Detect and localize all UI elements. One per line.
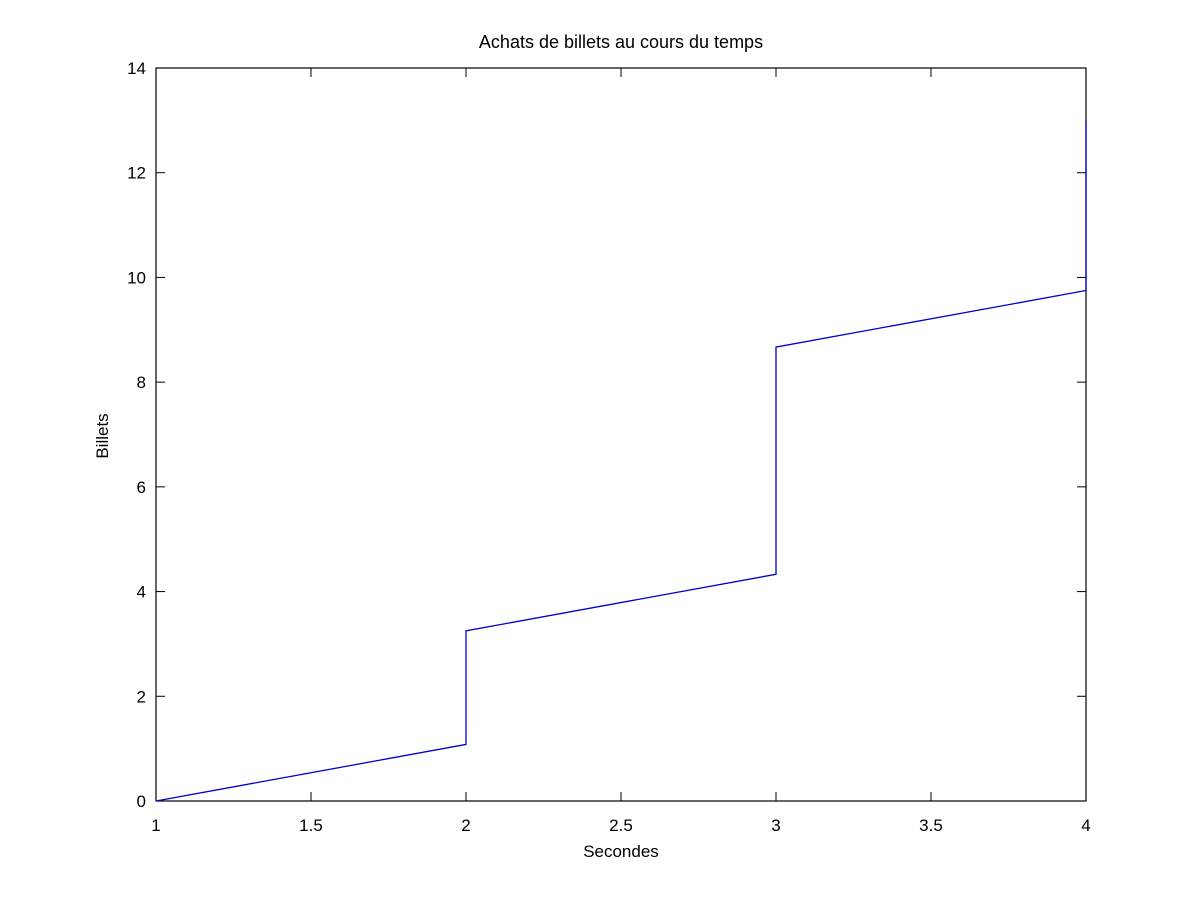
x-tick-label: 1.5	[299, 816, 323, 835]
y-tick-label: 2	[137, 687, 146, 706]
x-axis-ticks: 1 1.5 2 2.5 3 3.5 4	[151, 68, 1091, 835]
y-tick-label: 4	[137, 583, 146, 602]
x-tick-label: 2	[461, 816, 470, 835]
y-tick-label: 10	[127, 268, 146, 287]
y-tick-label: 12	[127, 164, 146, 183]
x-tick-label: 1	[151, 816, 160, 835]
y-axis-ticks: 0 2 4 6 8 10 12 14	[127, 59, 1086, 811]
y-tick-label: 0	[137, 792, 146, 811]
y-tick-label: 8	[137, 373, 146, 392]
series-layer	[155, 120, 1087, 802]
x-tick-label: 3	[771, 816, 780, 835]
y-axis-label: Billets	[93, 413, 112, 458]
series-line-0	[155, 120, 1087, 802]
x-tick-label: 3.5	[919, 816, 943, 835]
y-tick-label: 14	[127, 59, 146, 78]
x-tick-label: 4	[1081, 816, 1090, 835]
chart-title: Achats de billets au cours du temps	[479, 32, 763, 52]
x-axis-label: Secondes	[583, 842, 659, 861]
plot-frame	[155, 67, 1087, 802]
x-tick-label: 2.5	[609, 816, 633, 835]
y-tick-label: 6	[137, 478, 146, 497]
